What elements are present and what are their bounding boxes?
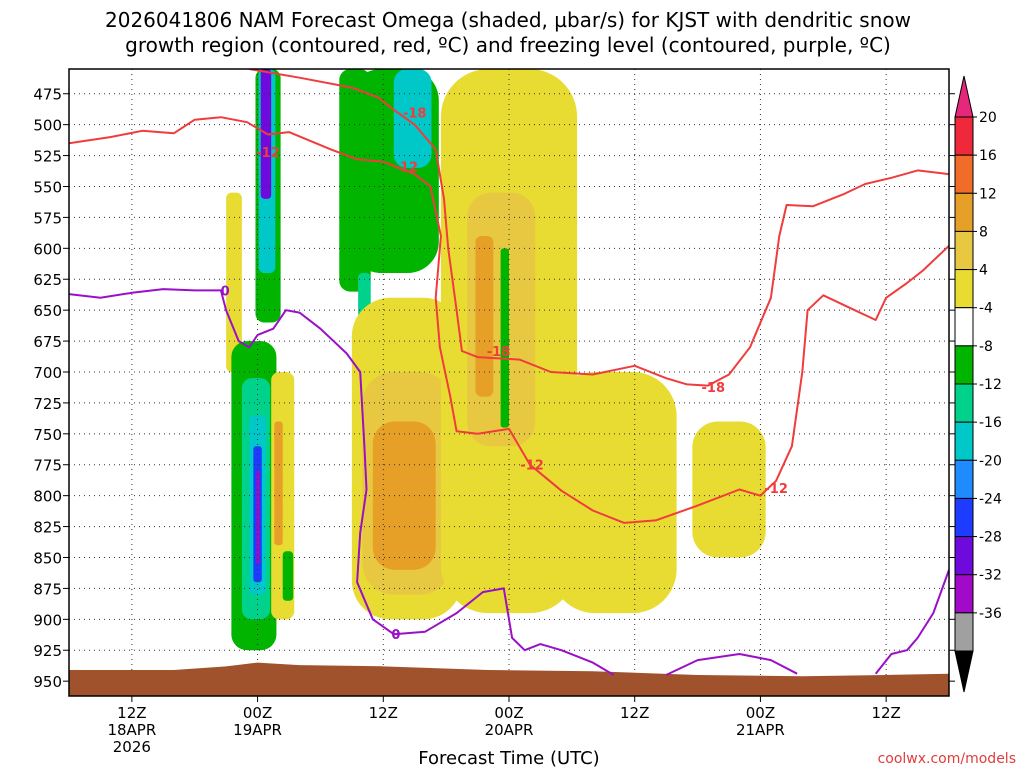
colorbar-label-12: 12	[979, 186, 997, 202]
x-axis-label: Forecast Time (UTC)	[418, 748, 599, 768]
x-tick-label-42-1: 20APR	[485, 721, 534, 739]
y-tick-label-625: 625	[33, 271, 62, 289]
colorbar-swatch-8	[954, 230, 974, 271]
y-tick-label-600: 600	[33, 240, 62, 258]
red-contour-label-1: -12	[395, 161, 419, 176]
colorbar: 20 16 12 8 4 -4 -8 -12 -16 -20 -24 -28 -32 -36	[954, 75, 1002, 693]
colorbar-label-4: 4	[979, 263, 988, 279]
colorbar-label--36: -36	[979, 606, 1002, 622]
red-contour-label-5: -12	[520, 459, 544, 474]
omega-shading	[226, 69, 766, 651]
x-tick-label-6-0: 12Z	[117, 704, 146, 722]
y-tick-label-725: 725	[33, 395, 62, 413]
credit-text: coolwx.com/models	[878, 751, 1016, 767]
x-tick-label-42-0: 00Z	[494, 704, 523, 722]
colorbar-swatch--32	[954, 574, 974, 614]
colorbar-label-16: 16	[979, 148, 997, 164]
chart-title-line-2: growth region (contoured, red, ºC) and f…	[125, 33, 891, 57]
colorbar-label--32: -32	[979, 568, 1002, 584]
y-tick-label-925: 925	[33, 642, 62, 660]
y-tick-label-950: 950	[33, 673, 62, 691]
contour-labels: -18 -12 -12 -18 -18 -12 -12 0 0	[221, 106, 788, 643]
y-tick-label-900: 900	[33, 611, 62, 629]
omega-region-21	[475, 235, 494, 397]
omega-region-23	[550, 371, 677, 614]
colorbar-bottom-arrow	[954, 650, 974, 693]
colorbar-label-8: 8	[979, 224, 988, 240]
red-contour-label-3: -18	[403, 106, 427, 121]
colorbar-top-arrow	[954, 75, 974, 118]
x-tick-label-18-1: 19APR	[233, 721, 282, 739]
colorbar-label--12: -12	[979, 377, 1002, 393]
x-tick-label-78-0: 12Z	[871, 704, 900, 722]
omega-region-5	[256, 470, 260, 564]
colorbar-swatch-16	[954, 154, 974, 194]
y-tick-label-575: 575	[33, 209, 62, 227]
y-tick-label-500: 500	[33, 117, 62, 135]
purple-contour-label-0: 0	[221, 284, 230, 299]
x-tick-label-54-0: 12Z	[620, 704, 649, 722]
omega-region-22	[500, 248, 509, 428]
omega-region-24	[692, 421, 766, 558]
x-tick-label-66-1: 21APR	[736, 721, 785, 739]
y-tick-label-675: 675	[33, 333, 62, 351]
y-tick-label-550: 550	[33, 178, 62, 196]
y-tick-label-825: 825	[33, 519, 62, 537]
y-tick-label-650: 650	[33, 302, 62, 320]
colorbar-label--16: -16	[979, 415, 1002, 431]
red-contour-0	[249, 69, 949, 387]
colorbar-label--20: -20	[979, 453, 1002, 469]
purple-contour-label-1: 0	[391, 628, 400, 643]
y-tick-label-775: 775	[33, 457, 62, 475]
x-tick-label-6-1: 18APR	[107, 721, 156, 739]
omega-region-11	[282, 551, 294, 601]
chart-title-line-1: 2026041806 NAM Forecast Omega (shaded, µ…	[105, 8, 911, 32]
y-tick-label-850: 850	[33, 549, 62, 567]
y-tick-label-475: 475	[33, 86, 62, 104]
purple-contour-2	[665, 653, 798, 676]
colorbar-swatch--4	[954, 307, 974, 347]
colorbar-swatch-12	[954, 192, 974, 232]
y-tick-label-700: 700	[33, 364, 62, 382]
colorbar-swatch--20	[954, 459, 974, 499]
colorbar-label-20: 20	[979, 110, 997, 126]
colorbar-swatch--24	[954, 497, 974, 538]
y-tick-label-750: 750	[33, 426, 62, 444]
purple-contour-3	[874, 569, 949, 675]
x-tick-label-18-0: 00Z	[243, 704, 272, 722]
colorbar-label--8: -8	[979, 339, 993, 355]
colorbar-swatch--16	[954, 421, 974, 461]
colorbar-label--28: -28	[979, 530, 1002, 546]
colorbar-swatch--36	[954, 612, 974, 652]
x-tick-label-66-0: 00Z	[746, 704, 775, 722]
red-contour-label-6: -12	[764, 482, 788, 497]
omega-region-0	[226, 192, 242, 372]
x-tick-label-30-0: 12Z	[369, 704, 398, 722]
colorbar-swatch--8	[954, 345, 974, 385]
x-tick-label-6-2: 2026	[113, 738, 151, 756]
contours	[69, 69, 949, 676]
red-contour-1	[69, 116, 949, 524]
y-tick-label-875: 875	[33, 580, 62, 598]
colorbar-swatch-20	[954, 116, 974, 156]
colorbar-label--24: -24	[979, 491, 1002, 507]
colorbar-swatch--12	[954, 383, 974, 423]
y-tick-label-800: 800	[33, 488, 62, 506]
red-contour-label-4: -18	[702, 381, 726, 396]
terrain-surface	[69, 662, 949, 696]
purple-contour-0	[69, 288, 615, 676]
red-contour-label-2: -12	[256, 146, 280, 161]
y-tick-label-525: 525	[33, 148, 62, 166]
colorbar-swatch-4	[954, 269, 974, 309]
terrain-fill	[69, 662, 949, 696]
colorbar-swatch--28	[954, 536, 974, 576]
y-axis: 475 500 525 550 575 600 625 650 675 700 725 750 775 8…	[33, 86, 955, 691]
red-contour-label-0: -18	[487, 345, 511, 360]
omega-region-10	[274, 421, 283, 546]
colorbar-label--4: -4	[979, 301, 993, 317]
omega-region-14	[393, 69, 432, 168]
